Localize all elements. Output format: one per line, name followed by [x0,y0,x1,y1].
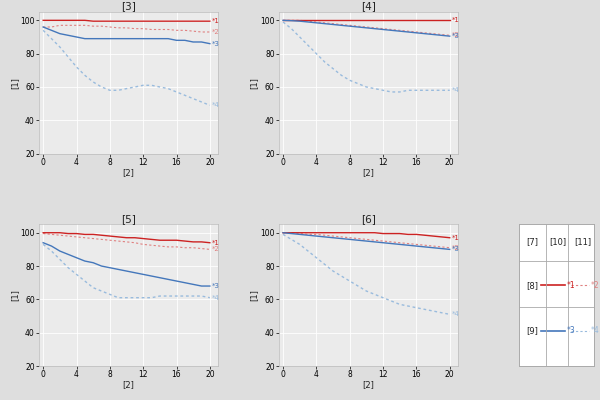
Text: *2: *2 [212,29,220,35]
Title: [3]: [3] [121,1,136,11]
Text: *3: *3 [212,283,220,289]
Y-axis label: [1]: [1] [250,289,259,301]
X-axis label: [2]: [2] [362,168,374,177]
Text: *2: *2 [212,246,220,252]
Text: *2: *2 [591,281,599,290]
Text: *1: *1 [452,17,460,23]
Text: *1: *1 [212,240,220,246]
Text: *3: *3 [567,326,575,335]
Text: *4: *4 [452,87,460,93]
Text: *4: *4 [452,311,460,317]
X-axis label: [2]: [2] [362,380,374,390]
Text: *3: *3 [212,41,220,47]
Text: *2: *2 [452,32,460,38]
Y-axis label: [1]: [1] [10,289,19,301]
Text: [8]: [8] [526,281,538,290]
Text: [9]: [9] [526,326,538,335]
Title: [6]: [6] [361,214,376,224]
Y-axis label: [1]: [1] [250,77,259,89]
Text: *1: *1 [212,18,220,24]
Text: *1: *1 [567,281,575,290]
Text: *4: *4 [591,326,600,335]
Y-axis label: [1]: [1] [10,77,19,89]
Text: *3: *3 [452,246,460,252]
Text: [7]: [7] [526,237,538,246]
Title: [4]: [4] [361,1,376,11]
X-axis label: [2]: [2] [122,380,134,390]
Text: *1: *1 [452,235,460,241]
Text: *2: *2 [452,245,460,251]
Text: *3: *3 [452,33,460,39]
Text: [11]: [11] [574,237,591,246]
Title: [5]: [5] [121,214,136,224]
Text: *4: *4 [212,102,220,108]
Text: [10]: [10] [550,237,566,246]
X-axis label: [2]: [2] [122,168,134,177]
Text: *4: *4 [212,295,220,301]
